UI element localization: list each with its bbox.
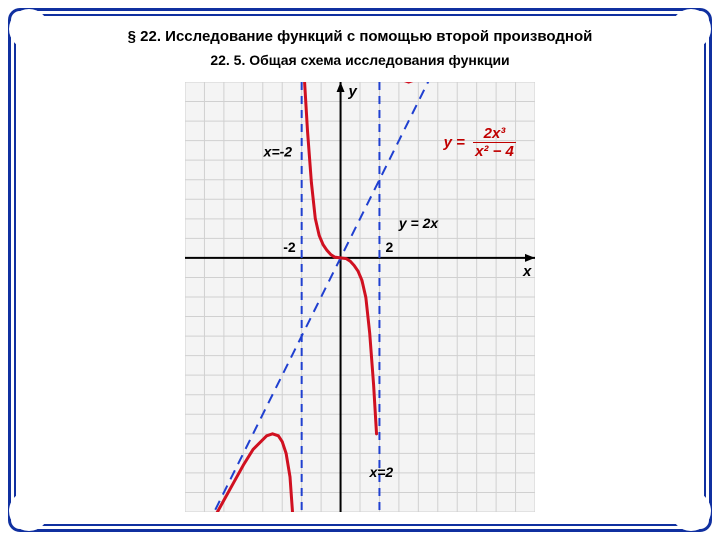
function-formula: y = 2x³ x² − 4 xyxy=(444,125,516,160)
page-title: § 22. Исследование функций с помощью вто… xyxy=(0,28,720,45)
formula-lhs: y = xyxy=(444,134,465,151)
svg-text:y: y xyxy=(348,83,358,100)
svg-text:x=2: x=2 xyxy=(368,464,393,480)
frame-corner xyxy=(671,491,711,531)
frame-corner xyxy=(9,491,49,531)
svg-text:-2: -2 xyxy=(283,239,296,255)
svg-text:2: 2 xyxy=(385,239,393,255)
page-subtitle: 22. 5. Общая схема исследования функции xyxy=(0,52,720,68)
formula-denominator: x² − 4 xyxy=(473,143,516,160)
svg-text:x=-2: x=-2 xyxy=(263,143,293,159)
oblique-asymptote-label: y = 2x xyxy=(399,215,438,231)
formula-numerator: 2x³ xyxy=(473,125,516,143)
svg-text:x: x xyxy=(522,263,532,280)
